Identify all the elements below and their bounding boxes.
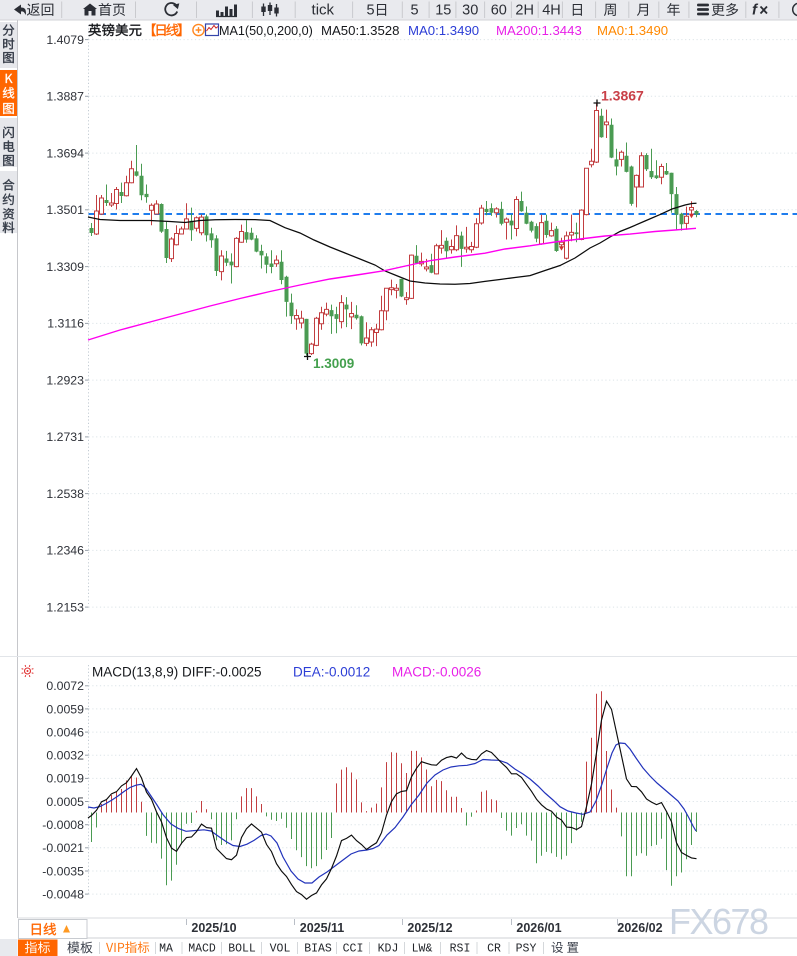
- svg-text:15: 15: [435, 3, 451, 19]
- svg-text:PSY: PSY: [516, 943, 537, 956]
- svg-text:1.4079: 1.4079: [46, 33, 84, 47]
- svg-text:2025/12: 2025/12: [407, 921, 452, 935]
- svg-text:tick: tick: [312, 2, 335, 19]
- svg-text:1.2731: 1.2731: [46, 430, 84, 444]
- svg-text:CCI: CCI: [343, 943, 364, 956]
- svg-text:MACD: MACD: [188, 943, 216, 956]
- svg-text:4H: 4H: [542, 3, 561, 19]
- svg-text:MA0:1.3490: MA0:1.3490: [408, 23, 479, 38]
- svg-text:1.3867: 1.3867: [601, 88, 644, 104]
- svg-text:DEA:-0.0012: DEA:-0.0012: [293, 665, 370, 680]
- svg-text:FX678: FX678: [669, 901, 768, 942]
- svg-text:DIFF:-0.0025: DIFF:-0.0025: [182, 665, 262, 680]
- svg-text:MACD:-0.0026: MACD:-0.0026: [392, 665, 481, 680]
- svg-text:2025/10: 2025/10: [191, 921, 236, 935]
- svg-text:1.3009: 1.3009: [313, 356, 354, 371]
- svg-text:-0.0021: -0.0021: [42, 841, 84, 855]
- svg-text:MA200:1.3443: MA200:1.3443: [496, 23, 582, 38]
- svg-text:MA: MA: [159, 943, 173, 956]
- svg-text:-0.0048: -0.0048: [42, 887, 84, 901]
- svg-text:2026/02: 2026/02: [617, 921, 662, 935]
- svg-text:0.0005: 0.0005: [46, 795, 84, 809]
- svg-text:LW&: LW&: [412, 943, 433, 956]
- svg-text:5: 5: [367, 3, 375, 19]
- svg-text:MACD(13,8,9): MACD(13,8,9): [92, 665, 178, 680]
- svg-text:0.0072: 0.0072: [46, 679, 84, 693]
- svg-text:RSI: RSI: [450, 943, 471, 956]
- svg-text:0.0059: 0.0059: [46, 702, 84, 716]
- svg-text:60: 60: [491, 3, 507, 19]
- svg-text:1.2923: 1.2923: [46, 373, 84, 387]
- svg-text:1.3887: 1.3887: [46, 90, 84, 104]
- svg-text:KDJ: KDJ: [378, 943, 399, 956]
- svg-text:2025/11: 2025/11: [300, 921, 345, 935]
- svg-text:1.2346: 1.2346: [46, 544, 84, 558]
- svg-text:-0.0035: -0.0035: [42, 864, 84, 878]
- svg-text:0.0032: 0.0032: [46, 749, 84, 763]
- svg-text:MA0:1.3490: MA0:1.3490: [597, 23, 668, 38]
- svg-text:1.2153: 1.2153: [46, 600, 84, 614]
- svg-text:0.0046: 0.0046: [46, 725, 84, 739]
- svg-text:BOLL: BOLL: [228, 943, 256, 956]
- svg-text:f: f: [752, 2, 759, 19]
- svg-text:1.3694: 1.3694: [46, 146, 84, 160]
- svg-text:5: 5: [410, 3, 418, 19]
- svg-text:-0.0008: -0.0008: [42, 818, 84, 832]
- svg-text:2H: 2H: [515, 3, 534, 19]
- svg-text:BIAS: BIAS: [304, 943, 332, 956]
- svg-text:0.0019: 0.0019: [46, 772, 84, 786]
- svg-text:CR: CR: [487, 943, 501, 956]
- svg-text:MA50:1.3528: MA50:1.3528: [321, 23, 399, 38]
- svg-text:30: 30: [462, 3, 478, 19]
- svg-text:1.2538: 1.2538: [46, 487, 84, 501]
- svg-text:2026/01: 2026/01: [516, 921, 561, 935]
- svg-text:1.3309: 1.3309: [46, 260, 84, 274]
- svg-text:1.3501: 1.3501: [46, 203, 84, 217]
- svg-text:MA1(50,0,200,0): MA1(50,0,200,0): [219, 24, 313, 38]
- svg-text:VOL: VOL: [270, 943, 291, 956]
- svg-text:1.3116: 1.3116: [47, 317, 84, 331]
